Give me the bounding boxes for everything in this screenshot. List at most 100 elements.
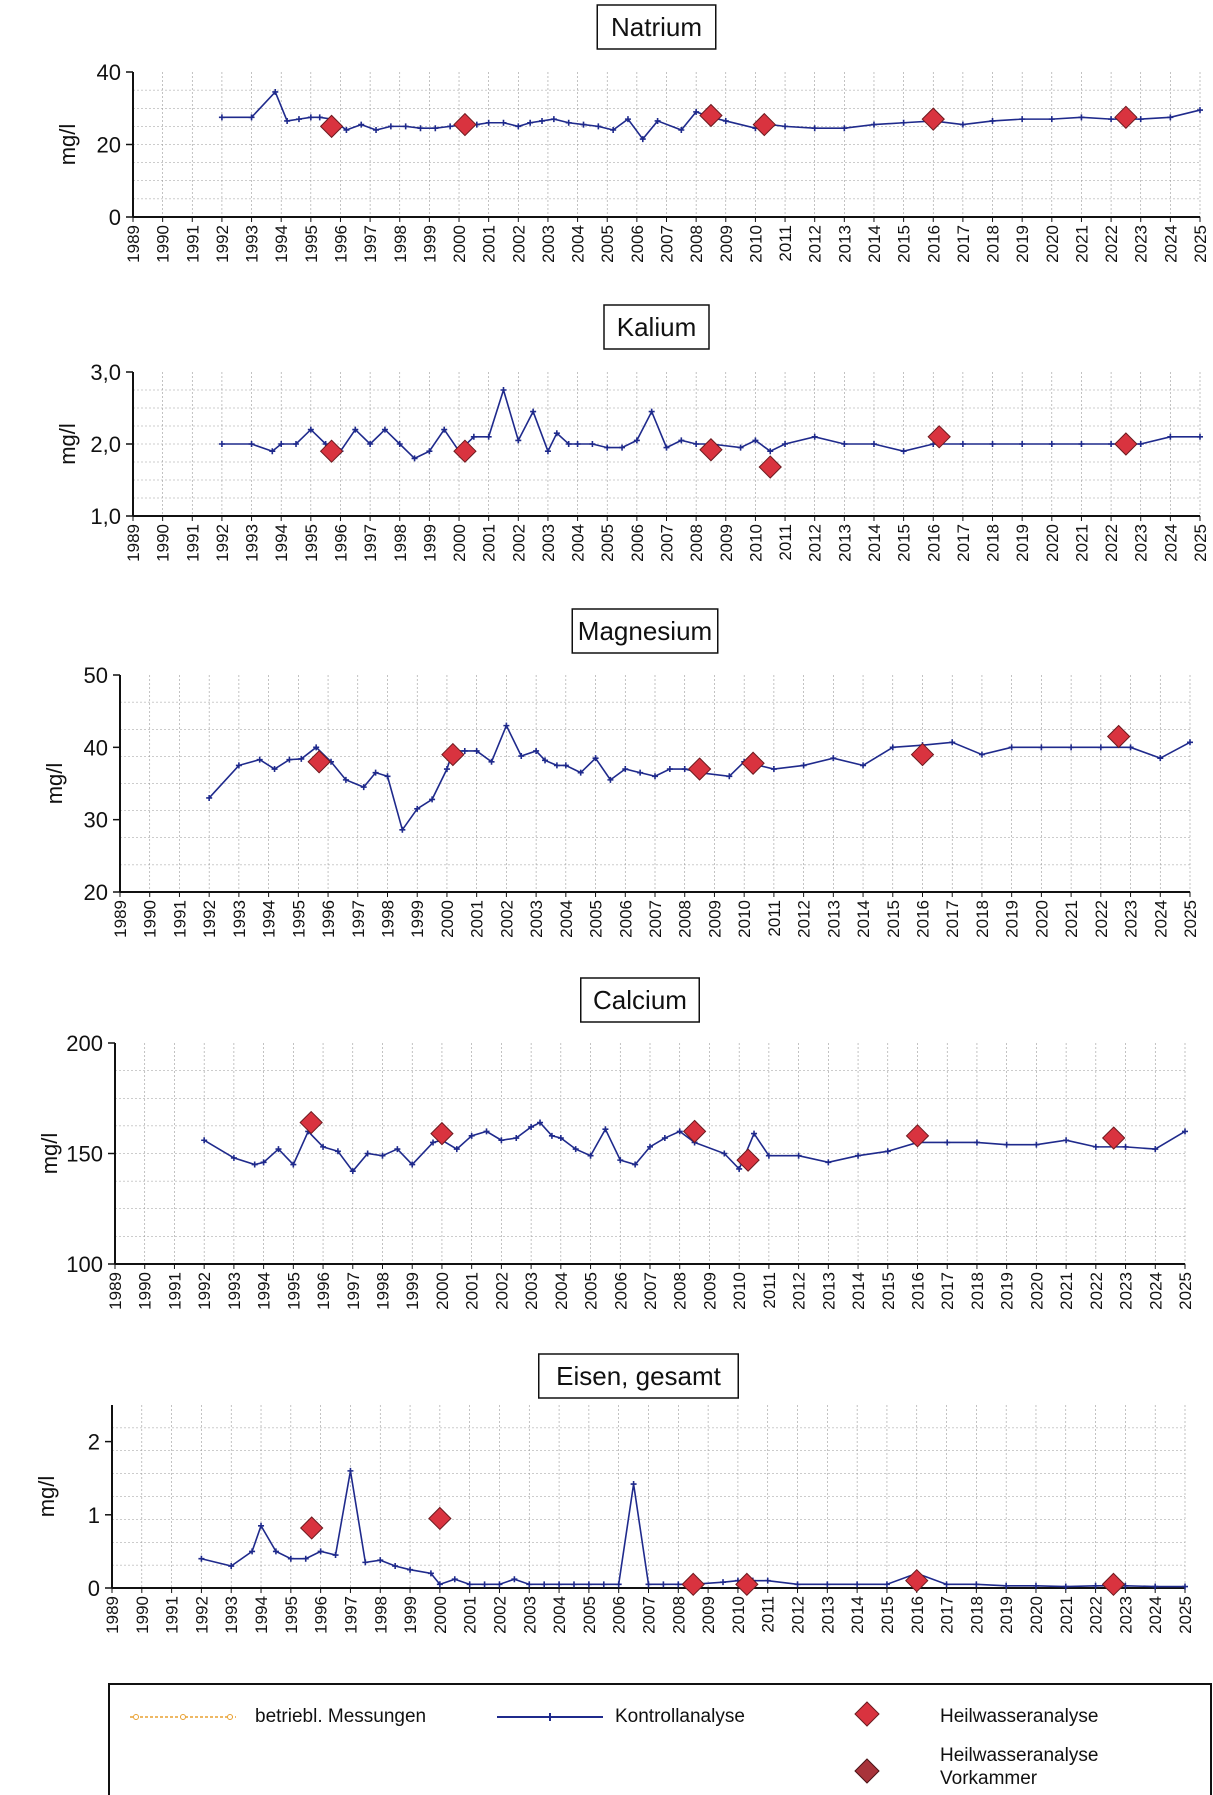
kontroll-point <box>720 1579 727 1586</box>
x-tick-label: 1994 <box>272 524 291 562</box>
kontroll-point <box>678 437 685 444</box>
kontroll-point <box>1048 116 1055 123</box>
kontroll-point <box>855 1152 862 1159</box>
x-tick-label: 1996 <box>331 524 350 562</box>
x-tick-label: 1999 <box>420 225 439 263</box>
legend-kontroll-label: Kontrollanalyse <box>615 1706 745 1727</box>
x-tick-label: 1994 <box>252 1596 271 1634</box>
kontroll-point <box>358 121 365 128</box>
x-tick-label: 2014 <box>865 225 884 263</box>
kontroll-point <box>468 1132 475 1139</box>
y-tick-label: 40 <box>84 735 108 760</box>
x-tick-label: 1997 <box>361 225 380 263</box>
x-tick-label: 2017 <box>954 225 973 263</box>
kontroll-point <box>1019 116 1026 123</box>
kontroll-point <box>427 1570 434 1577</box>
kontroll-point <box>1122 1143 1129 1150</box>
kontroll-point <box>518 753 525 760</box>
x-tick-label: 2004 <box>569 225 588 263</box>
kontroll-point <box>1137 441 1144 447</box>
kontroll-point <box>978 751 985 758</box>
kontroll-point <box>989 117 996 124</box>
kontroll-point <box>1182 1583 1188 1590</box>
heil-point <box>1114 432 1138 456</box>
x-tick-label: 2014 <box>865 524 884 562</box>
kontroll-point <box>795 1152 802 1159</box>
kontroll-point <box>372 769 379 776</box>
betriebl-legend-line <box>130 1714 236 1720</box>
x-tick-label: 2022 <box>1092 900 1111 938</box>
kontroll-point <box>663 444 670 451</box>
heil-point <box>741 751 765 775</box>
x-tick-label: 1992 <box>213 225 232 263</box>
x-tick-label: 2005 <box>598 524 617 562</box>
x-tick-label: 1994 <box>272 225 291 263</box>
x-tick-label: 2021 <box>1057 1596 1076 1634</box>
x-tick-label: 1992 <box>213 524 232 562</box>
x-tick-label: 2007 <box>646 900 665 938</box>
x-tick-label: 1989 <box>124 225 143 263</box>
x-tick-label: 2025 <box>1191 225 1210 263</box>
y-axis-label: mg/l <box>34 1476 59 1518</box>
x-tick-label: 2018 <box>984 225 1003 263</box>
kontroll-point <box>198 1555 205 1562</box>
chart-title-box <box>603 304 710 350</box>
kontroll-point <box>589 441 596 447</box>
x-tick-label: 2003 <box>522 1272 541 1310</box>
x-tick-label: 2001 <box>468 900 487 938</box>
kontroll-point <box>527 119 534 126</box>
kontroll-point <box>290 1161 297 1168</box>
y-tick-label: 100 <box>66 1252 103 1277</box>
kontroll-point <box>726 773 733 780</box>
x-tick-label: 2019 <box>1013 225 1032 263</box>
heil-legend-diamond <box>854 1701 880 1727</box>
kontroll-line <box>221 387 1200 460</box>
kontroll-point <box>615 1581 622 1588</box>
x-tick-label: 2011 <box>760 1272 779 1309</box>
x-tick-label: 2006 <box>628 225 647 263</box>
x-tick-label: 2012 <box>806 225 825 263</box>
kontroll-point <box>381 426 388 433</box>
kontroll-point <box>639 136 646 143</box>
kontroll-point <box>272 88 279 95</box>
heil-point <box>927 425 951 449</box>
x-tick-label: 1994 <box>260 900 279 938</box>
x-tick-label: 1991 <box>183 524 202 562</box>
kontroll-point <box>1127 744 1134 751</box>
kontroll-point <box>500 387 507 393</box>
x-tick-label: 2017 <box>938 1596 957 1634</box>
kontroll-point <box>278 441 285 447</box>
x-tick-label: 1989 <box>103 1596 122 1634</box>
kontroll-point <box>513 1135 520 1142</box>
kontroll-point <box>944 1139 951 1146</box>
kontroll-point <box>307 114 314 121</box>
x-tick-label: 2016 <box>908 1596 927 1634</box>
kontroll-point <box>1068 744 1075 751</box>
x-tick-label: 1996 <box>331 225 350 263</box>
kontroll-point <box>230 1154 237 1161</box>
kontroll-point <box>841 441 848 447</box>
x-tick-label: 2012 <box>795 900 814 938</box>
kontroll-point <box>461 747 468 754</box>
kontroll-point <box>752 437 759 444</box>
kontroll-point <box>352 426 359 433</box>
kontroll-point <box>647 1143 653 1150</box>
y-axis-label: mg/l <box>37 1133 62 1175</box>
kontroll-point <box>1092 1143 1099 1150</box>
x-tick-label: 2004 <box>550 1596 569 1634</box>
kontroll-point <box>429 796 436 803</box>
chart-3: 20 30 40 50 mg/l 1989 1990 1991 1992 1993 1994 1995… <box>42 608 1200 938</box>
kontroll-point <box>379 1152 386 1159</box>
y-tick-label: 3,0 <box>90 360 121 385</box>
heil-point <box>752 112 777 137</box>
x-tick-label: 2003 <box>539 225 558 263</box>
y-tick-label: 0 <box>88 1576 100 1601</box>
kontroll-point <box>1078 441 1085 447</box>
heil-point <box>682 1119 707 1144</box>
kontroll-point <box>1152 1583 1159 1590</box>
chart-title: Eisen, gesamt <box>556 1361 722 1391</box>
x-tick-label: 2015 <box>895 225 914 263</box>
kontroll-point <box>645 1581 652 1588</box>
x-tick-label: 2021 <box>1057 1272 1076 1310</box>
kontroll-point <box>765 1152 772 1159</box>
